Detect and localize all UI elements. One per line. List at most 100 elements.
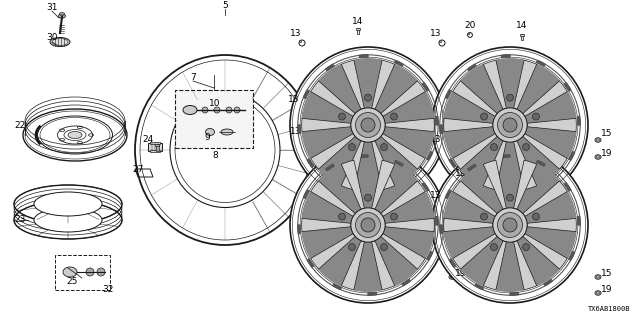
Polygon shape bbox=[375, 64, 417, 114]
Polygon shape bbox=[510, 192, 518, 195]
Circle shape bbox=[356, 212, 380, 237]
Circle shape bbox=[481, 113, 488, 120]
Polygon shape bbox=[302, 92, 353, 123]
Polygon shape bbox=[375, 136, 417, 186]
Bar bbox=[376, 104, 380, 106]
Polygon shape bbox=[514, 241, 537, 290]
Circle shape bbox=[361, 218, 375, 232]
Text: 32: 32 bbox=[102, 285, 114, 294]
Polygon shape bbox=[496, 159, 524, 208]
Circle shape bbox=[339, 213, 346, 220]
Circle shape bbox=[522, 144, 529, 151]
Polygon shape bbox=[341, 160, 364, 209]
Ellipse shape bbox=[50, 37, 70, 46]
Polygon shape bbox=[517, 164, 559, 213]
Polygon shape bbox=[569, 252, 575, 260]
Polygon shape bbox=[496, 59, 524, 108]
Polygon shape bbox=[298, 125, 301, 133]
Polygon shape bbox=[319, 164, 361, 213]
Polygon shape bbox=[301, 218, 351, 232]
Circle shape bbox=[493, 208, 527, 242]
Polygon shape bbox=[402, 279, 410, 286]
Ellipse shape bbox=[595, 138, 601, 142]
Text: 25: 25 bbox=[67, 277, 77, 286]
Circle shape bbox=[348, 144, 355, 151]
Polygon shape bbox=[468, 64, 476, 71]
Polygon shape bbox=[523, 234, 567, 269]
Circle shape bbox=[381, 244, 388, 251]
Polygon shape bbox=[383, 192, 434, 223]
Text: 29: 29 bbox=[308, 99, 320, 108]
Polygon shape bbox=[422, 183, 429, 191]
Polygon shape bbox=[517, 236, 559, 286]
Circle shape bbox=[390, 113, 397, 120]
Polygon shape bbox=[372, 241, 395, 290]
Text: 19: 19 bbox=[455, 169, 467, 178]
Text: 15: 15 bbox=[601, 129, 612, 138]
Circle shape bbox=[497, 212, 522, 237]
Polygon shape bbox=[375, 164, 417, 213]
Circle shape bbox=[86, 268, 94, 276]
Circle shape bbox=[497, 113, 522, 138]
Polygon shape bbox=[440, 225, 443, 234]
Polygon shape bbox=[527, 218, 576, 232]
Bar bbox=[155, 143, 159, 146]
Circle shape bbox=[356, 113, 380, 138]
Polygon shape bbox=[564, 83, 571, 91]
Ellipse shape bbox=[449, 158, 455, 162]
Ellipse shape bbox=[68, 132, 82, 139]
Text: 15: 15 bbox=[455, 249, 467, 258]
Polygon shape bbox=[307, 159, 314, 167]
Polygon shape bbox=[354, 242, 382, 291]
Polygon shape bbox=[525, 92, 576, 123]
Polygon shape bbox=[307, 259, 314, 267]
Polygon shape bbox=[517, 64, 559, 114]
Polygon shape bbox=[525, 192, 576, 223]
Polygon shape bbox=[341, 141, 364, 190]
Polygon shape bbox=[360, 55, 368, 58]
Polygon shape bbox=[311, 81, 355, 116]
Polygon shape bbox=[536, 60, 545, 66]
Circle shape bbox=[532, 113, 540, 120]
Circle shape bbox=[481, 213, 488, 220]
Text: 24: 24 bbox=[142, 135, 154, 145]
Text: 15: 15 bbox=[601, 268, 612, 277]
Circle shape bbox=[202, 107, 208, 113]
Circle shape bbox=[226, 107, 232, 113]
Polygon shape bbox=[333, 184, 342, 190]
Polygon shape bbox=[514, 160, 537, 209]
Polygon shape bbox=[440, 125, 443, 133]
Text: 14: 14 bbox=[372, 92, 384, 101]
Circle shape bbox=[351, 108, 385, 142]
Polygon shape bbox=[536, 160, 545, 166]
Polygon shape bbox=[302, 227, 353, 259]
Text: 19: 19 bbox=[601, 148, 612, 157]
Polygon shape bbox=[381, 234, 425, 269]
Polygon shape bbox=[444, 192, 495, 223]
Text: 22: 22 bbox=[14, 121, 26, 130]
Polygon shape bbox=[449, 159, 456, 167]
Polygon shape bbox=[502, 155, 510, 158]
Polygon shape bbox=[319, 236, 361, 286]
Text: 27: 27 bbox=[132, 165, 144, 174]
Polygon shape bbox=[483, 141, 506, 190]
Ellipse shape bbox=[63, 267, 77, 277]
Polygon shape bbox=[461, 164, 503, 213]
Text: 13: 13 bbox=[430, 190, 442, 199]
Circle shape bbox=[439, 40, 442, 43]
Text: 7: 7 bbox=[190, 74, 196, 83]
Text: 10: 10 bbox=[209, 100, 221, 108]
Polygon shape bbox=[502, 55, 510, 58]
Text: 14: 14 bbox=[516, 20, 528, 29]
Circle shape bbox=[300, 138, 301, 141]
Circle shape bbox=[300, 40, 301, 43]
Bar bbox=[522, 202, 526, 204]
Polygon shape bbox=[525, 227, 576, 259]
Polygon shape bbox=[444, 218, 493, 232]
Polygon shape bbox=[523, 134, 567, 169]
Polygon shape bbox=[311, 134, 355, 169]
Circle shape bbox=[381, 144, 388, 151]
Polygon shape bbox=[544, 179, 552, 186]
Polygon shape bbox=[383, 127, 434, 158]
Text: 14: 14 bbox=[352, 17, 364, 26]
